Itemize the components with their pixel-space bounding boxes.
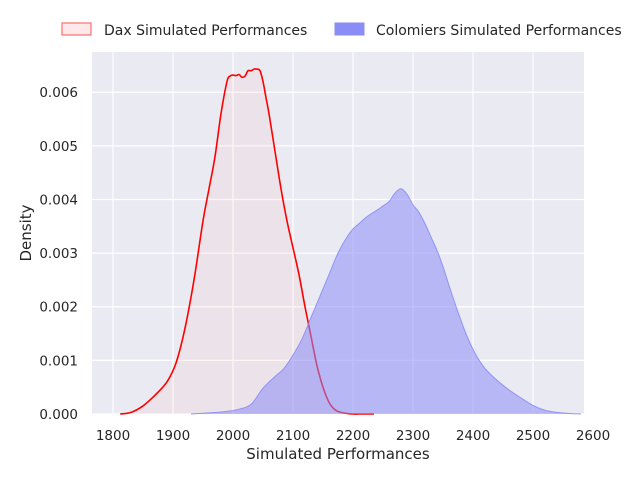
y-axis-ticks: 0.000 0.001 0.002 0.003 0.004 0.005 0.006 — [39, 85, 78, 423]
legend: Dax Simulated Performances Colomiers Sim… — [61, 22, 622, 39]
x-tick-label: 2600 — [576, 428, 610, 444]
x-tick-label: 2400 — [456, 428, 490, 444]
y-axis-title: Density — [17, 204, 35, 261]
x-tick-label: 1800 — [96, 428, 130, 444]
y-tick-label: 0.006 — [39, 85, 78, 101]
y-tick-label: 0.004 — [39, 192, 78, 208]
legend-label-colomiers: Colomiers Simulated Performances — [376, 23, 622, 39]
x-tick-label: 2500 — [516, 428, 550, 444]
x-tick-label: 1900 — [156, 428, 190, 444]
x-tick-label: 2300 — [396, 428, 430, 444]
x-tick-label: 2100 — [276, 428, 310, 444]
x-axis-ticks: 1800 1900 2000 2100 2200 2300 2400 2500 2600 — [96, 428, 610, 444]
y-tick-label: 0.000 — [39, 407, 78, 423]
x-tick-label: 2000 — [216, 428, 250, 444]
y-tick-label: 0.005 — [39, 139, 78, 155]
y-tick-label: 0.002 — [39, 300, 78, 316]
series-area-dax — [120, 68, 374, 415]
legend-label-dax: Dax Simulated Performances — [104, 23, 307, 39]
series-area-colomiers — [191, 188, 581, 414]
y-tick-label: 0.001 — [39, 353, 78, 369]
x-axis-title: Simulated Performances — [246, 445, 430, 463]
y-tick-label: 0.003 — [39, 246, 78, 262]
series-line-colomiers — [190, 188, 582, 415]
legend-swatch-dax — [61, 22, 92, 36]
series-layer — [120, 68, 582, 415]
legend-swatch-colomiers — [334, 22, 365, 36]
x-tick-label: 2200 — [336, 428, 370, 444]
